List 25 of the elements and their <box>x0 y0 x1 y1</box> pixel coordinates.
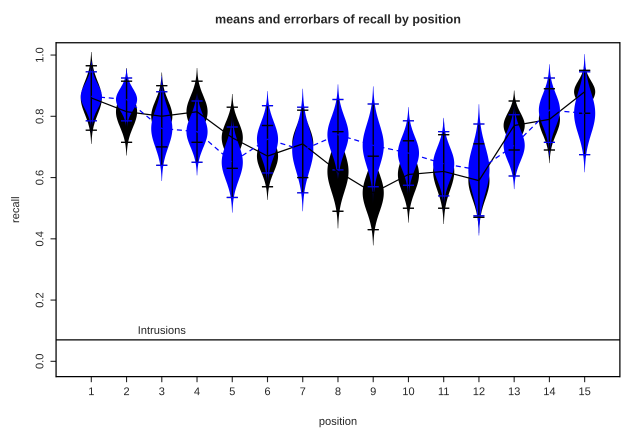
x-tick-label: 5 <box>230 387 235 396</box>
ref-line-label: Intrusions <box>138 326 186 334</box>
x-tick-label: 13 <box>508 387 520 396</box>
x-tick-label: 9 <box>370 387 376 396</box>
y-tick-label: 0.2 <box>36 292 44 308</box>
chart-title: means and errorbars of recall by position <box>216 14 460 26</box>
x-tick-label: 6 <box>264 387 270 396</box>
y-axis-title: recall <box>11 197 20 222</box>
x-tick-label: 8 <box>335 387 341 396</box>
x-tick-label: 4 <box>194 387 200 396</box>
x-tick-label: 2 <box>124 387 130 396</box>
x-axis-title: position <box>320 416 356 428</box>
x-tick-label: 1 <box>89 387 94 396</box>
x-tick-label: 3 <box>159 387 164 396</box>
y-tick-label: 0.0 <box>36 354 44 369</box>
x-tick-label: 15 <box>579 387 590 396</box>
y-tick-label: 0.8 <box>36 109 44 124</box>
x-tick-label: 11 <box>438 387 449 396</box>
x-tick-label: 14 <box>544 387 556 396</box>
y-tick-label: 0.4 <box>36 231 44 246</box>
y-tick-label: 1.0 <box>36 48 44 62</box>
x-tick-label: 7 <box>300 387 306 396</box>
y-tick-label: 0.6 <box>36 170 44 185</box>
x-tick-label: 10 <box>403 387 414 396</box>
x-tick-label: 12 <box>474 387 485 396</box>
